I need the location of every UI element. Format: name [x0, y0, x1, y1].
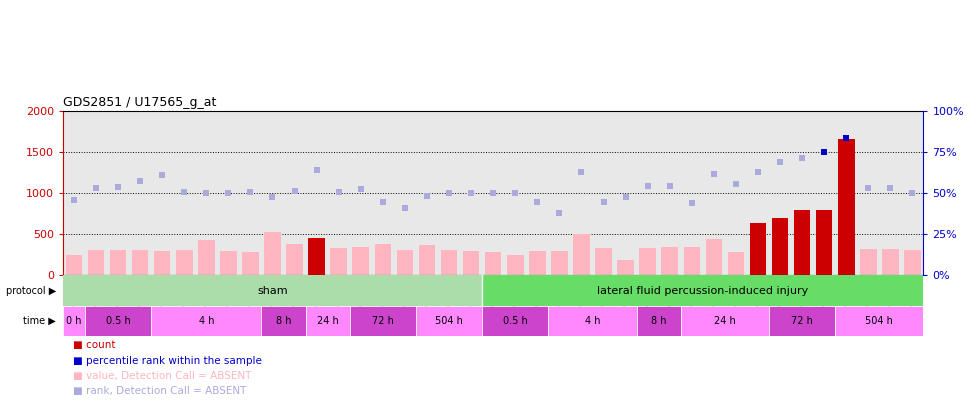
Text: 24 h: 24 h [714, 316, 736, 326]
Bar [198, 240, 215, 275]
Bar [551, 251, 568, 275]
Bar [860, 249, 877, 275]
Bar [308, 238, 325, 275]
Bar [681, 306, 769, 336]
Text: 72 h: 72 h [372, 316, 394, 326]
Text: lateral fluid percussion-induced injury: lateral fluid percussion-induced injury [598, 286, 808, 296]
Text: 4 h: 4 h [198, 316, 214, 326]
Text: 8 h: 8 h [276, 316, 291, 326]
Bar [617, 260, 633, 275]
Bar [548, 306, 636, 336]
Bar [904, 250, 921, 275]
Bar [350, 306, 416, 336]
Bar [109, 250, 127, 275]
Text: protocol ▶: protocol ▶ [6, 286, 56, 296]
Bar [529, 251, 545, 275]
Bar [242, 252, 259, 275]
Bar [151, 306, 261, 336]
Text: 8 h: 8 h [651, 316, 666, 326]
Bar [596, 248, 612, 275]
Bar [463, 251, 480, 275]
Bar [66, 255, 82, 275]
Bar [132, 250, 148, 275]
Bar [838, 139, 855, 275]
Bar [835, 306, 923, 336]
Bar [416, 306, 483, 336]
Text: ■ percentile rank within the sample: ■ percentile rank within the sample [73, 356, 261, 366]
Bar [353, 247, 369, 275]
Bar [419, 245, 435, 275]
Bar [63, 275, 483, 306]
Bar [483, 306, 548, 336]
Bar [684, 247, 700, 275]
Bar [749, 223, 766, 275]
Bar [727, 252, 745, 275]
Text: GDS2851 / U17565_g_at: GDS2851 / U17565_g_at [63, 96, 217, 109]
Bar [85, 306, 151, 336]
Bar [661, 247, 678, 275]
Bar [396, 250, 413, 275]
Text: 0.5 h: 0.5 h [503, 316, 528, 326]
Bar [374, 244, 391, 275]
Text: 0 h: 0 h [66, 316, 81, 326]
Bar [639, 247, 656, 275]
Text: 72 h: 72 h [791, 316, 813, 326]
Bar [154, 251, 170, 275]
Bar [507, 255, 523, 275]
Bar [261, 306, 306, 336]
Bar [286, 244, 303, 275]
Text: 504 h: 504 h [435, 316, 463, 326]
Bar [176, 250, 192, 275]
Text: 504 h: 504 h [865, 316, 894, 326]
Text: ■ value, Detection Call = ABSENT: ■ value, Detection Call = ABSENT [73, 371, 250, 381]
Text: 0.5 h: 0.5 h [105, 316, 131, 326]
Bar [483, 275, 923, 306]
Bar [484, 252, 502, 275]
Bar [264, 232, 280, 275]
Bar [706, 239, 722, 275]
Bar [331, 247, 347, 275]
Bar [88, 250, 104, 275]
Text: sham: sham [257, 286, 288, 296]
Bar [441, 250, 457, 275]
Bar [769, 306, 835, 336]
Bar [816, 210, 833, 275]
Text: ■ rank, Detection Call = ABSENT: ■ rank, Detection Call = ABSENT [73, 386, 246, 396]
Bar [573, 234, 590, 275]
Text: time ▶: time ▶ [23, 316, 56, 326]
Text: 24 h: 24 h [317, 316, 338, 326]
Bar [63, 306, 85, 336]
Bar [772, 218, 788, 275]
Bar [794, 210, 810, 275]
Bar [306, 306, 350, 336]
Bar [636, 306, 681, 336]
Bar [882, 249, 898, 275]
Bar [220, 251, 237, 275]
Text: ■ count: ■ count [73, 340, 115, 350]
Text: 4 h: 4 h [585, 316, 601, 326]
